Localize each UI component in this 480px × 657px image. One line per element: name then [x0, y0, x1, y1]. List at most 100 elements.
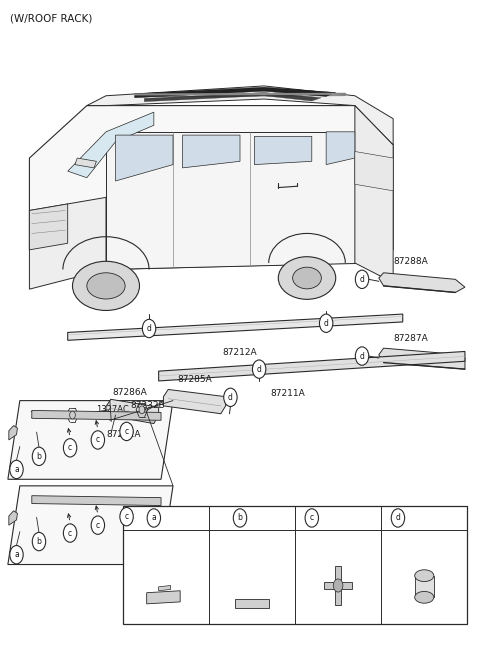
- Circle shape: [233, 509, 247, 527]
- Text: c: c: [68, 528, 72, 537]
- Text: d: d: [360, 275, 364, 284]
- Circle shape: [32, 447, 46, 466]
- Text: a: a: [14, 550, 19, 559]
- Text: 87212A: 87212A: [223, 348, 257, 357]
- Polygon shape: [106, 132, 355, 269]
- Polygon shape: [158, 585, 170, 591]
- Text: 87214H: 87214H: [234, 558, 270, 567]
- Text: d: d: [257, 365, 262, 374]
- Circle shape: [32, 532, 46, 551]
- Circle shape: [305, 509, 319, 527]
- Text: 87286A: 87286A: [113, 388, 147, 397]
- Polygon shape: [106, 399, 158, 424]
- Text: d: d: [146, 324, 152, 333]
- Circle shape: [63, 439, 77, 457]
- Circle shape: [120, 507, 133, 526]
- Polygon shape: [87, 86, 393, 145]
- Circle shape: [63, 524, 77, 542]
- Text: a: a: [14, 465, 19, 474]
- Ellipse shape: [87, 273, 125, 299]
- Polygon shape: [68, 112, 154, 177]
- Polygon shape: [116, 135, 173, 181]
- Text: d: d: [360, 351, 364, 361]
- Circle shape: [120, 422, 133, 441]
- Polygon shape: [8, 401, 173, 480]
- Text: c: c: [96, 521, 100, 530]
- Text: c: c: [68, 443, 72, 452]
- Polygon shape: [355, 152, 393, 191]
- Text: 87288A: 87288A: [393, 258, 428, 266]
- Text: a: a: [152, 514, 156, 522]
- Text: (W/ROOF RACK): (W/ROOF RACK): [10, 14, 93, 24]
- Polygon shape: [29, 106, 393, 269]
- Polygon shape: [415, 576, 434, 597]
- Text: 87242A: 87242A: [106, 430, 141, 439]
- Text: d: d: [396, 514, 400, 522]
- Polygon shape: [9, 510, 17, 525]
- Text: 87211A: 87211A: [271, 389, 305, 398]
- Polygon shape: [335, 566, 341, 605]
- Text: d: d: [324, 319, 329, 328]
- Text: 87214G: 87214G: [234, 569, 270, 578]
- Polygon shape: [326, 132, 355, 165]
- Polygon shape: [32, 411, 161, 420]
- Polygon shape: [8, 486, 173, 564]
- Text: c: c: [96, 436, 100, 444]
- Ellipse shape: [293, 267, 322, 289]
- Circle shape: [391, 509, 405, 527]
- Polygon shape: [254, 137, 312, 165]
- Text: 87285A: 87285A: [178, 375, 213, 384]
- Polygon shape: [235, 599, 269, 608]
- Ellipse shape: [415, 591, 434, 603]
- Polygon shape: [32, 495, 161, 505]
- Text: 87287A: 87287A: [393, 334, 428, 343]
- Text: b: b: [238, 514, 242, 522]
- Circle shape: [147, 509, 160, 527]
- Circle shape: [70, 411, 75, 419]
- Text: 87293V: 87293V: [406, 514, 438, 522]
- Ellipse shape: [72, 261, 140, 311]
- Polygon shape: [324, 581, 352, 589]
- Text: 87216X: 87216X: [320, 514, 352, 522]
- Circle shape: [320, 314, 333, 332]
- Circle shape: [10, 461, 23, 479]
- Polygon shape: [75, 158, 96, 168]
- Polygon shape: [135, 87, 336, 98]
- Text: 87218H: 87218H: [148, 569, 183, 578]
- Text: 87232B: 87232B: [130, 401, 165, 411]
- Circle shape: [143, 319, 156, 338]
- Polygon shape: [182, 135, 240, 168]
- Text: 87228: 87228: [152, 558, 180, 567]
- Polygon shape: [355, 106, 393, 283]
- Polygon shape: [29, 197, 106, 289]
- Polygon shape: [163, 390, 226, 414]
- Text: c: c: [310, 514, 314, 522]
- Polygon shape: [144, 93, 322, 102]
- Polygon shape: [9, 426, 17, 440]
- Text: d: d: [228, 393, 233, 402]
- Text: 1327AC: 1327AC: [29, 411, 62, 420]
- Circle shape: [224, 388, 237, 407]
- Text: 1327AC: 1327AC: [96, 405, 129, 415]
- Circle shape: [333, 579, 343, 592]
- Text: c: c: [124, 427, 129, 436]
- Polygon shape: [147, 591, 180, 604]
- Ellipse shape: [415, 570, 434, 581]
- Circle shape: [252, 360, 266, 378]
- Polygon shape: [68, 314, 403, 340]
- Text: b: b: [36, 537, 41, 546]
- Polygon shape: [29, 204, 68, 250]
- Bar: [123, 505, 468, 623]
- Polygon shape: [379, 348, 465, 369]
- Text: b: b: [36, 452, 41, 461]
- Circle shape: [10, 545, 23, 564]
- Circle shape: [91, 516, 105, 534]
- Circle shape: [139, 406, 145, 414]
- Ellipse shape: [278, 257, 336, 300]
- Text: c: c: [124, 512, 129, 521]
- Polygon shape: [379, 273, 465, 292]
- Polygon shape: [158, 351, 465, 381]
- Circle shape: [355, 347, 369, 365]
- Circle shape: [355, 270, 369, 288]
- Circle shape: [91, 431, 105, 449]
